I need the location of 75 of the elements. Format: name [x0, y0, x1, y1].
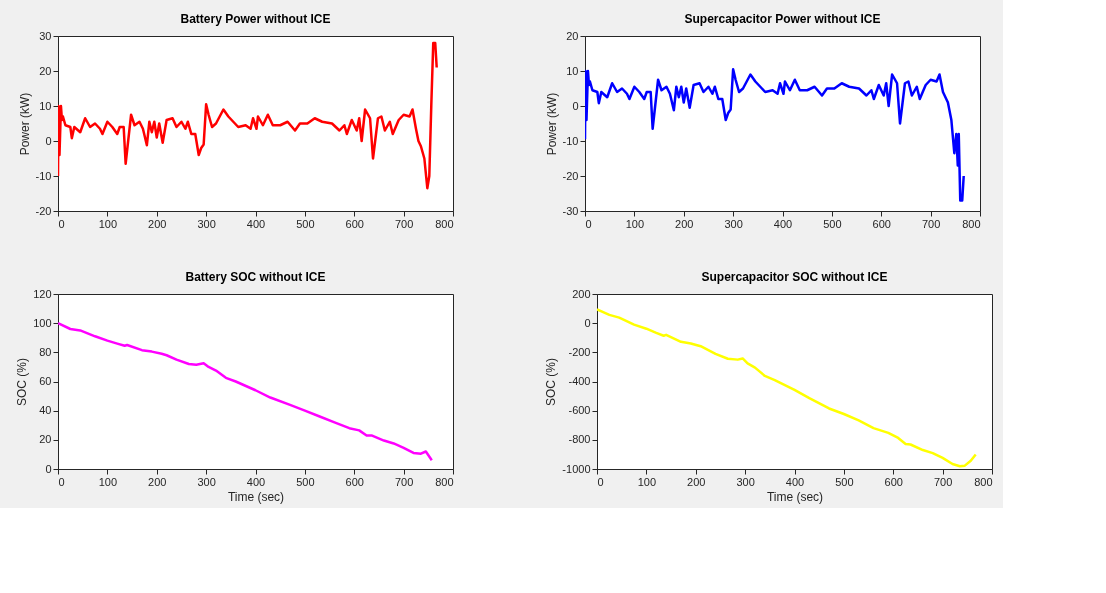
y-axis-title: SOC (%): [15, 358, 30, 406]
x-tick-label: 300: [724, 217, 743, 230]
x-axis-title: Time (sec): [766, 489, 824, 504]
line-series: [585, 68, 965, 202]
x-tick-label: 0: [58, 475, 65, 488]
y-tick-label: 120: [33, 287, 52, 300]
chart-title: Supercapacitor Power without ICE: [684, 12, 881, 26]
x-tick-label: 100: [625, 217, 645, 230]
x-tick-label: 200: [148, 475, 167, 488]
y-tick-label: 10: [566, 64, 579, 77]
x-tick-label: 800: [435, 217, 454, 230]
x-tick-label: 500: [823, 217, 842, 230]
y-tick-label: -10: [35, 169, 52, 182]
y-tick-label: 80: [39, 345, 52, 358]
y-tick-label: -200: [568, 345, 591, 358]
y-tick-label: 0: [584, 316, 591, 329]
x-tick-label: 400: [246, 217, 266, 230]
x-tick-label: 800: [962, 217, 981, 230]
y-tick-label: 0: [45, 462, 52, 475]
y-tick-label: 10: [39, 99, 52, 112]
x-tick-label: 500: [296, 217, 315, 230]
y-tick-label: 0: [572, 99, 579, 112]
x-tick-label: 800: [435, 475, 454, 488]
line-series: [58, 321, 434, 462]
x-tick-label: 300: [736, 475, 755, 488]
y-tick-label: -1000: [562, 462, 591, 475]
line-series: [597, 308, 977, 468]
x-tick-label: 600: [872, 217, 891, 230]
y-tick-label: 20: [39, 64, 52, 77]
chart-title: Battery SOC without ICE: [185, 270, 326, 284]
y-tick-label: 20: [39, 433, 52, 446]
y-tick-label: 200: [572, 287, 591, 300]
x-tick-label: 300: [197, 217, 216, 230]
chart-title: Battery Power without ICE: [180, 12, 331, 26]
x-tick-label: 700: [933, 475, 953, 488]
y-tick-label: -800: [568, 433, 591, 446]
x-tick-label: 600: [345, 217, 364, 230]
x-tick-label: 700: [394, 475, 414, 488]
y-tick-label: -30: [562, 204, 579, 217]
y-tick-label: 0: [45, 134, 52, 147]
y-axis-title: Power (kW): [544, 92, 559, 156]
x-tick-label: 700: [394, 217, 414, 230]
x-tick-label: 500: [835, 475, 854, 488]
x-tick-label: 700: [921, 217, 941, 230]
y-tick-label: -600: [568, 404, 591, 417]
y-tick-label: -10: [562, 134, 579, 147]
y-tick-label: 20: [566, 29, 579, 42]
x-tick-label: 400: [773, 217, 793, 230]
x-tick-label: 400: [785, 475, 805, 488]
x-tick-label: 100: [637, 475, 657, 488]
chart-title: Supercapacitor SOC without ICE: [701, 270, 888, 284]
x-tick-label: 100: [98, 217, 118, 230]
y-tick-label: -20: [35, 204, 52, 217]
x-axis-title: Time (sec): [227, 489, 285, 504]
x-tick-label: 100: [98, 475, 118, 488]
x-tick-label: 400: [246, 475, 266, 488]
x-tick-label: 600: [884, 475, 903, 488]
y-tick-label: 60: [39, 375, 52, 387]
y-tick-label: -20: [562, 169, 579, 182]
y-tick-label: 30: [39, 29, 52, 42]
x-tick-label: 600: [345, 475, 364, 488]
x-tick-label: 500: [296, 475, 315, 488]
line-series: [58, 41, 438, 190]
x-tick-label: 200: [687, 475, 706, 488]
y-tick-label: 100: [33, 316, 52, 329]
x-tick-label: 800: [974, 475, 993, 488]
y-axis-title: SOC (%): [544, 358, 559, 406]
y-tick-label: -400: [568, 375, 591, 387]
x-tick-label: 200: [675, 217, 694, 230]
x-tick-label: 200: [148, 217, 167, 230]
x-tick-label: 300: [197, 475, 216, 488]
x-tick-label: 0: [597, 475, 604, 488]
y-axis-title: Power (kW): [17, 92, 32, 156]
x-tick-label: 0: [58, 217, 65, 230]
y-tick-label: 40: [39, 404, 52, 417]
